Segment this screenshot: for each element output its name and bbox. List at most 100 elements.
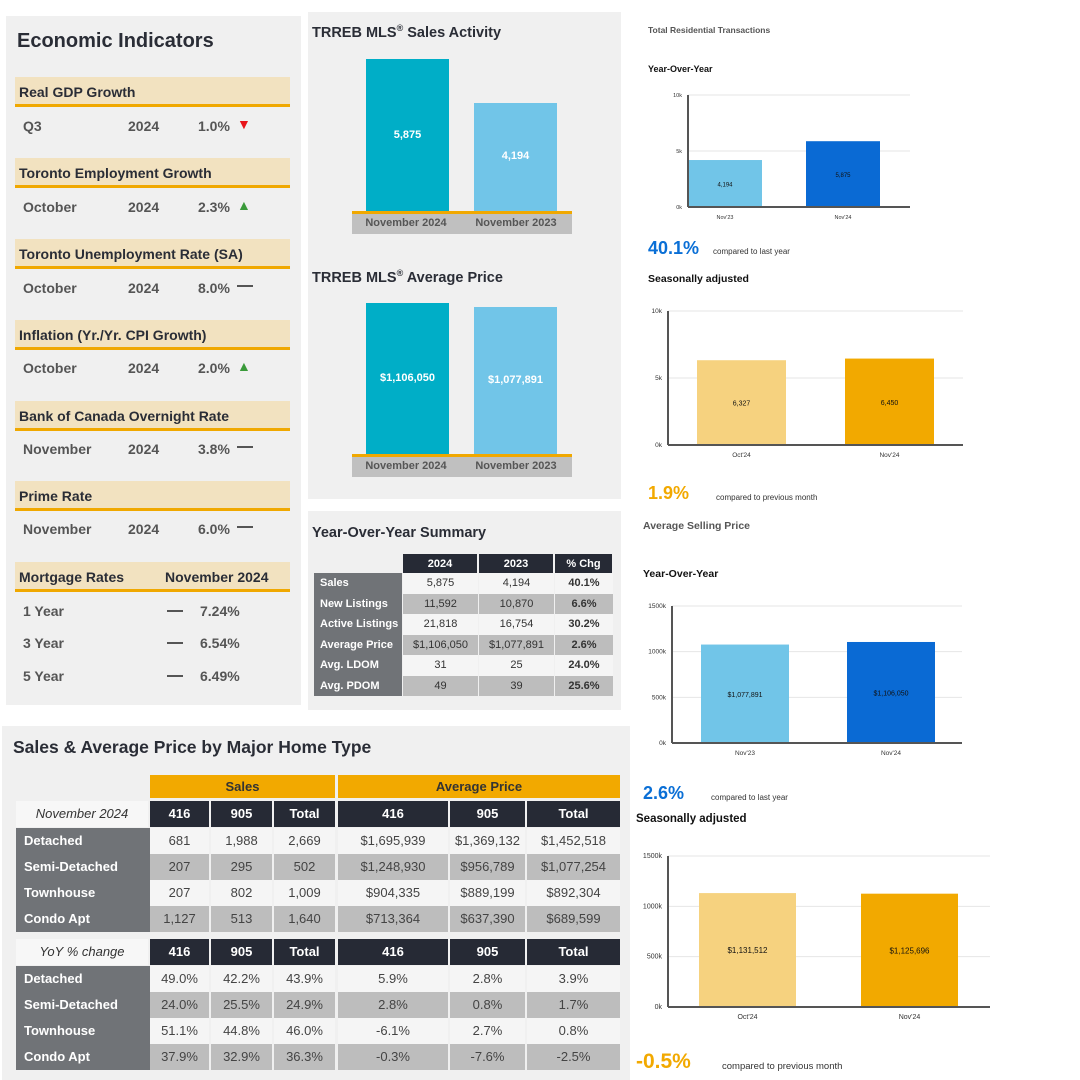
indicator-value: 2.0% [198, 360, 230, 376]
cell: 207 [150, 880, 209, 906]
y-tick-label: 10k [673, 93, 682, 99]
table-row: Avg. PDOM 49 39 25.6% [314, 676, 613, 697]
row-label: Average Price [314, 635, 402, 656]
mortgage-rate: 6.54% [200, 635, 240, 651]
x-tick-label: Nov'23 [735, 750, 755, 757]
indicator-name: Real GDP Growth [19, 84, 135, 100]
cell: 25 [479, 655, 554, 676]
section-label: November 2024 [16, 801, 148, 827]
cell-pct-change: 24.0% [555, 655, 613, 676]
column-header: Total [274, 939, 335, 965]
cell: 502 [274, 854, 335, 880]
indicator-header-unemployment: Toronto Unemployment Rate (SA) [15, 239, 290, 269]
indicator-period: October [23, 199, 77, 215]
indicator-year: 2024 [128, 360, 159, 376]
cell: 49 [403, 676, 478, 697]
y-tick-label: 1500k [648, 603, 666, 610]
dash-icon [167, 668, 183, 684]
mortgage-rate: 6.49% [200, 668, 240, 684]
cell-pct-change: 40.1% [555, 573, 613, 594]
cell-pct-change: 30.2% [555, 614, 613, 635]
cell: $892,304 [527, 880, 620, 906]
indicator-year: 2024 [128, 521, 159, 537]
column-header: 416 [150, 801, 209, 827]
cell: 2,669 [274, 828, 335, 854]
indicator-period: October [23, 280, 77, 296]
average-price-chart: $1,106,050 $1,077,891 November 2024 Nove… [308, 12, 621, 499]
bar-data-label: 4,194 [717, 183, 733, 189]
mortgage-rates-label: Mortgage Rates [19, 569, 124, 585]
price-title: Average Selling Price [643, 520, 750, 532]
cell: $889,199 [450, 880, 525, 906]
indicator-value: 8.0% [198, 280, 230, 296]
row-label: Detached [16, 828, 150, 854]
indicator-value: 1.0% [198, 118, 230, 134]
price-yoy-note: compared to last year [711, 793, 788, 802]
x-tick-label: Nov'24 [899, 1014, 921, 1021]
indicator-name: Toronto Unemployment Rate (SA) [19, 246, 243, 262]
cell: 5.9% [338, 966, 448, 992]
home-type-title: Sales & Average Price by Major Home Type [13, 737, 371, 758]
cell: $1,077,254 [527, 854, 620, 880]
mortgage-row-5-year: 5 Year 6.49% [15, 665, 290, 687]
cell: 44.8% [211, 1018, 272, 1044]
indicator-year: 2024 [128, 118, 159, 134]
column-header: Total [274, 801, 335, 827]
column-header: 416 [150, 939, 209, 965]
x-tick-label: Oct'24 [732, 452, 751, 459]
cell: -0.3% [338, 1044, 448, 1070]
cell: 1,988 [211, 828, 272, 854]
cell: 21,818 [403, 614, 478, 635]
indicator-year: 2024 [128, 199, 159, 215]
row-label: Detached [16, 966, 150, 992]
cell: 24.9% [274, 992, 335, 1018]
column-header: 416 [338, 939, 448, 965]
y-tick-label: 0k [659, 740, 667, 747]
dash-icon [237, 278, 253, 294]
y-tick-label: 500k [647, 954, 663, 961]
bar-data-label: 6,327 [733, 401, 751, 408]
bar-data-label: $1,131,512 [727, 946, 768, 955]
triangle-up-icon: ▲ [237, 197, 251, 213]
transactions-yoy-note: compared to last year [713, 247, 790, 256]
indicator-row-prime-rate: November 2024 6.0% [15, 518, 290, 540]
cell: 46.0% [274, 1018, 335, 1044]
cell: 49.0% [150, 966, 209, 992]
transactions-title: Total Residential Transactions [648, 25, 770, 35]
indicator-row-unemployment: October 2024 8.0% [15, 277, 290, 299]
indicator-header-prime-rate: Prime Rate [15, 481, 290, 511]
cell: -6.1% [338, 1018, 448, 1044]
bar-data-label: $1,106,050 [873, 690, 908, 697]
cell: $1,452,518 [527, 828, 620, 854]
cell: 1,640 [274, 906, 335, 932]
cell: 4,194 [479, 573, 554, 594]
row-label: Semi-Detached [16, 854, 150, 880]
column-header: 905 [211, 801, 272, 827]
economic-indicators-panel: Economic Indicators Real GDP Growth Q3 2… [6, 16, 301, 705]
yoy-summary-table: 2024 2023 % Chg Sales 5,875 4,194 40.1% … [313, 554, 614, 696]
indicator-header-inflation: Inflation (Yr./Yr. CPI Growth) [15, 320, 290, 350]
indicator-period: Q3 [23, 118, 42, 134]
cell: $1,695,939 [338, 828, 448, 854]
yoy-summary-title: Year-Over-Year Summary [312, 525, 486, 541]
price-yoy-chart: 0k 500k 1000k 1500k $1,077,891 Nov'23 $1,106,0… [630, 595, 970, 765]
cell: -2.5% [527, 1044, 620, 1070]
cell: 10,870 [479, 594, 554, 615]
cell: $1,369,132 [450, 828, 525, 854]
transactions-yoy-label: Year-Over-Year [648, 64, 713, 74]
indicator-row-gdp: Q3 2024 1.0% ▼ [15, 115, 290, 137]
mortgage-rate: 7.24% [200, 603, 240, 619]
dash-icon [237, 439, 253, 455]
cell: $956,789 [450, 854, 525, 880]
cell: 42.2% [211, 966, 272, 992]
cell: 32.9% [211, 1044, 272, 1070]
y-tick-label: 10k [652, 308, 663, 315]
x-tick-label: Nov'24 [881, 750, 901, 757]
y-tick-label: 500k [652, 694, 667, 701]
indicator-header-overnight-rate: Bank of Canada Overnight Rate [15, 401, 290, 431]
transactions-sa-chart: 0k5k10k6,327Oct'246,450Nov'24 [630, 300, 970, 465]
price-sa-chart: 0k500k1000k1500k$1,131,512Oct'24$1,125,6… [630, 845, 1000, 1030]
cell: 11,592 [403, 594, 478, 615]
cell: 3.9% [527, 966, 620, 992]
column-header: 905 [450, 939, 525, 965]
